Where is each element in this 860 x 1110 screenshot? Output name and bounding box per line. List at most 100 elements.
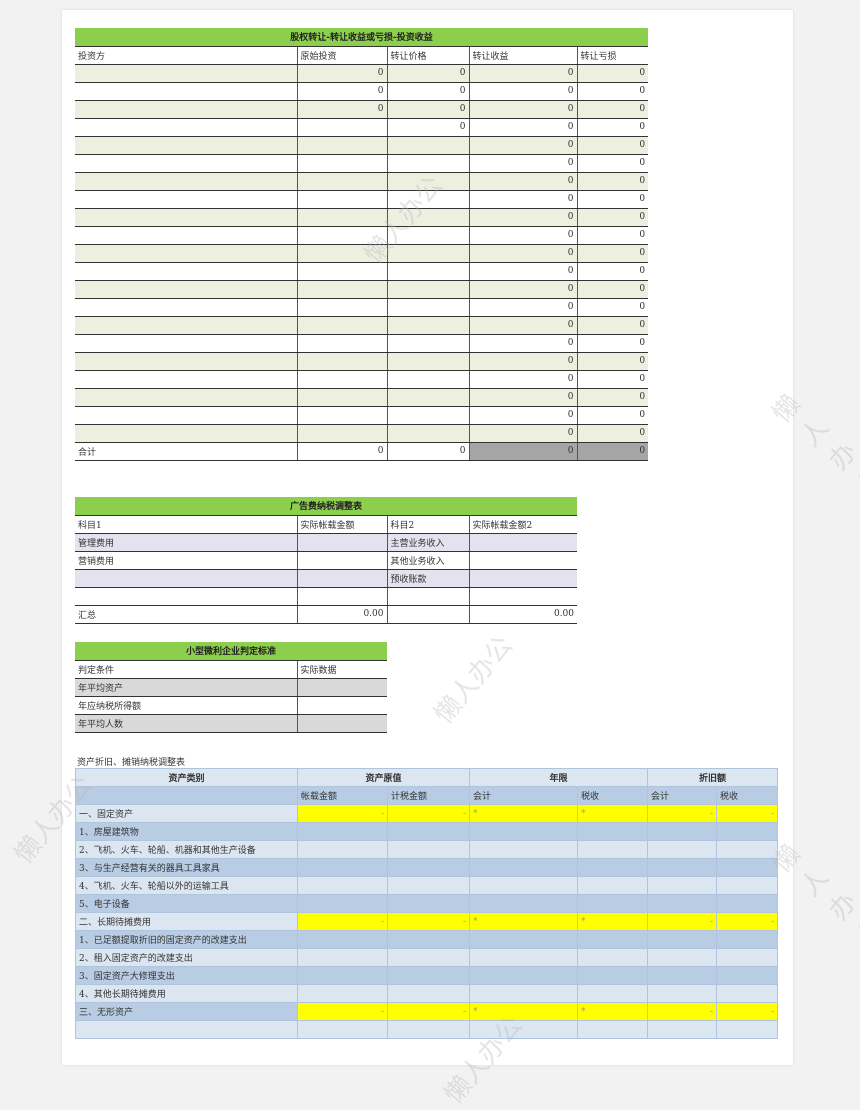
total-cell[interactable]: 0 (387, 442, 470, 461)
cell[interactable] (75, 587, 298, 606)
total-cell[interactable]: 0 (297, 442, 388, 461)
cell[interactable]: * (469, 804, 579, 823)
cell[interactable] (647, 948, 718, 967)
cell[interactable] (297, 822, 388, 841)
cell[interactable]: 0 (577, 334, 649, 353)
cell[interactable] (386, 930, 471, 949)
cell[interactable] (75, 172, 298, 191)
cell[interactable]: 0 (469, 136, 578, 155)
cell[interactable]: - (647, 1002, 718, 1021)
cell[interactable] (297, 533, 388, 552)
cell[interactable] (386, 858, 471, 877)
cell[interactable] (297, 370, 388, 389)
cell[interactable] (387, 226, 470, 245)
cell[interactable] (577, 876, 649, 895)
cell[interactable] (297, 948, 388, 967)
cell[interactable] (387, 244, 470, 263)
cell[interactable] (297, 894, 388, 913)
cell[interactable]: 0 (469, 316, 578, 335)
cell[interactable]: 0 (297, 64, 388, 83)
cell[interactable]: - (716, 912, 779, 931)
cell[interactable] (387, 334, 470, 353)
cell[interactable] (387, 388, 470, 407)
cell[interactable] (469, 858, 579, 877)
cell[interactable] (297, 587, 388, 606)
cell[interactable]: 0 (387, 118, 470, 137)
cell[interactable] (469, 984, 579, 1003)
cell[interactable] (297, 262, 388, 281)
cell[interactable]: - (297, 912, 388, 931)
total-cell[interactable]: 0 (577, 442, 649, 461)
cell[interactable]: 0 (469, 190, 578, 209)
cell[interactable]: 0 (387, 82, 470, 101)
cell[interactable] (75, 244, 298, 263)
cell[interactable] (647, 984, 718, 1003)
cell[interactable]: - (386, 1002, 471, 1021)
cell[interactable] (297, 244, 388, 263)
cell[interactable] (387, 298, 470, 317)
cell[interactable]: 0 (577, 64, 649, 83)
cell[interactable]: 0 (297, 82, 388, 101)
cell[interactable] (75, 118, 298, 137)
cell[interactable]: 营销费用 (75, 551, 298, 570)
cell[interactable] (386, 966, 471, 985)
cell[interactable]: 0 (577, 280, 649, 299)
cell[interactable]: * (577, 804, 649, 823)
cell[interactable] (716, 858, 779, 877)
cell[interactable] (75, 334, 298, 353)
cell[interactable] (75, 298, 298, 317)
cell[interactable]: 0 (387, 100, 470, 119)
cell[interactable] (297, 876, 388, 895)
cell[interactable]: 0 (577, 208, 649, 227)
cell[interactable] (469, 876, 579, 895)
cell[interactable] (386, 948, 471, 967)
cell[interactable]: 0 (577, 82, 649, 101)
cell[interactable] (297, 678, 388, 697)
cell[interactable]: 0 (577, 244, 649, 263)
cell[interactable]: * (577, 912, 649, 931)
cell[interactable]: - (647, 804, 718, 823)
cell[interactable] (387, 370, 470, 389)
cell[interactable] (387, 280, 470, 299)
cell[interactable]: * (469, 1002, 579, 1021)
cell[interactable]: 0 (577, 262, 649, 281)
cell[interactable] (75, 316, 298, 335)
cell[interactable]: 0 (577, 352, 649, 371)
cell[interactable]: * (577, 1002, 649, 1021)
cell[interactable]: 0 (469, 64, 578, 83)
cell[interactable] (297, 190, 388, 209)
cell[interactable]: 0 (577, 136, 649, 155)
cell[interactable] (577, 894, 649, 913)
cell[interactable] (297, 424, 388, 443)
cell[interactable] (297, 280, 388, 299)
cell[interactable]: 预收账款 (387, 569, 470, 588)
cell[interactable] (75, 190, 298, 209)
cell[interactable] (386, 984, 471, 1003)
total-cell[interactable]: 0.00 (469, 605, 578, 624)
total-cell[interactable] (387, 605, 470, 624)
cell[interactable]: 0 (577, 100, 649, 119)
cell[interactable] (647, 966, 718, 985)
cell[interactable] (297, 154, 388, 173)
cell[interactable] (297, 858, 388, 877)
cell[interactable] (387, 406, 470, 425)
cell[interactable] (75, 64, 298, 83)
cell[interactable] (386, 840, 471, 859)
cell[interactable]: 0 (469, 262, 578, 281)
cell[interactable] (469, 587, 578, 606)
cell[interactable] (577, 948, 649, 967)
cell[interactable]: 0 (469, 172, 578, 191)
cell[interactable] (469, 822, 579, 841)
cell[interactable] (297, 930, 388, 949)
cell[interactable] (297, 984, 388, 1003)
cell[interactable] (577, 1020, 649, 1039)
cell[interactable] (577, 966, 649, 985)
cell[interactable] (716, 984, 779, 1003)
cell[interactable] (469, 840, 579, 859)
cell[interactable] (647, 894, 718, 913)
cell[interactable]: 0 (469, 298, 578, 317)
cell[interactable] (577, 822, 649, 841)
cell[interactable] (297, 569, 388, 588)
cell[interactable]: 主营业务收入 (387, 533, 470, 552)
cell[interactable]: 0 (577, 424, 649, 443)
